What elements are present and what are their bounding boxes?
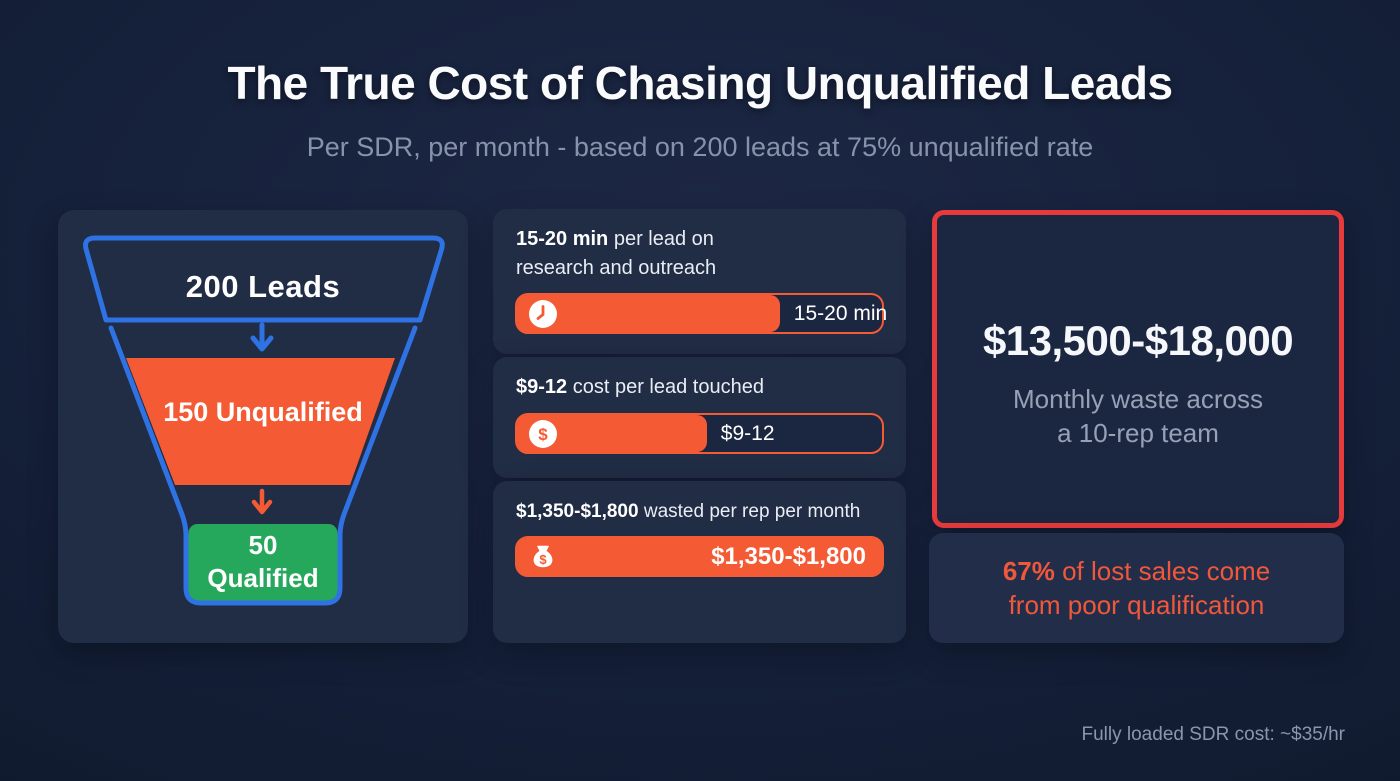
stat-card-time: 15-20 min per lead on research and outre…: [493, 209, 906, 354]
lost-sales-callout: 67% of lost sales come from poor qualifi…: [929, 533, 1344, 643]
funnel-label-qualified: 50 Qualified: [207, 530, 319, 593]
waste-bar-value: $1,350-$1,800: [711, 542, 866, 570]
dollar-coin-icon: $: [529, 419, 557, 448]
funnel-stage-qualified-shape: [188, 524, 338, 601]
funnel-label-leads: 200 Leads: [185, 269, 341, 304]
page-title: The True Cost of Chasing Unqualified Lea…: [227, 57, 1173, 109]
stat-headline: $1,350-$1,800 wasted per rep per month: [516, 501, 861, 522]
cost-bar-value: $9-12: [720, 421, 775, 445]
stat-headline: $9-12 cost per lead touched: [516, 376, 764, 398]
funnel-panel: 200 Leads 150 Unqualified 50 Qualified: [58, 210, 468, 643]
page-subtitle: Per SDR, per month - based on 200 leads …: [306, 132, 1094, 162]
sdr-cost-footnote: Fully loaded SDR cost: ~$35/hr: [1081, 724, 1346, 745]
arrow-down-orange-icon: [251, 488, 273, 515]
waste-bar-fill: [517, 538, 882, 575]
stat-headline: 15-20 min per lead on research and outre…: [516, 228, 717, 279]
monthly-waste-amount: $13,500-$18,000: [982, 317, 1294, 364]
svg-text:$: $: [539, 552, 547, 567]
waste-bar: $ $1,350-$1,800: [515, 536, 884, 577]
stat-card-cost: $9-12 cost per lead touched $ $9-12: [493, 357, 906, 478]
time-bar-value: 15-20 min: [793, 301, 888, 325]
funnel-label-unqualified: 150 Unqualified: [163, 397, 363, 427]
lost-sales-text: 67% of lost sales come from poor qualifi…: [1002, 556, 1271, 620]
arrow-down-blue-icon: [250, 322, 274, 352]
funnel-chart: [83, 235, 445, 606]
svg-text:$: $: [538, 425, 548, 444]
time-bar: 15-20 min: [515, 293, 888, 334]
time-bar-fill: [517, 295, 780, 332]
monthly-waste-summary-box: $13,500-$18,000 Monthly waste across a 1…: [932, 210, 1344, 528]
cost-bar: $ $9-12: [515, 413, 884, 454]
funnel-stage-leads-outline: [83, 235, 445, 323]
clock-icon: [529, 299, 557, 328]
money-bag-icon: $: [533, 545, 553, 567]
funnel-body-outline: [108, 325, 418, 606]
funnel-stage-unqualified-shape: [126, 358, 395, 485]
stat-card-waste: $1,350-$1,800 wasted per rep per month $…: [493, 481, 906, 643]
monthly-waste-caption: Monthly waste across a 10-rep team: [1013, 384, 1263, 448]
